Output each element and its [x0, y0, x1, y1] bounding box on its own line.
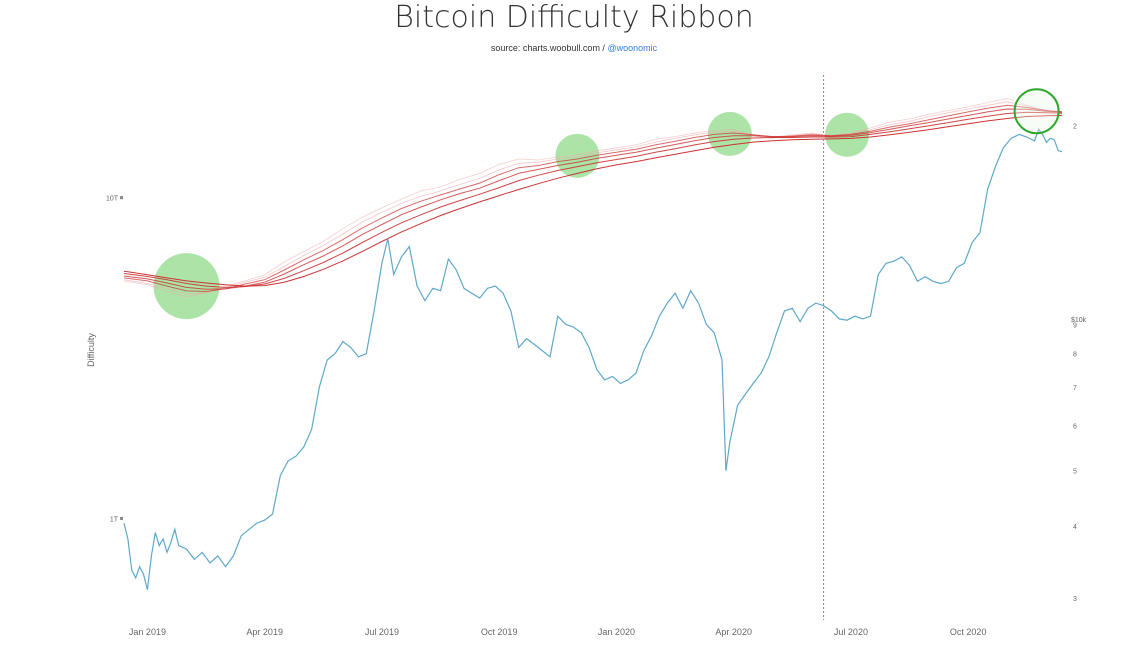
- source-link[interactable]: @woonomic: [607, 43, 658, 53]
- highlight-circle-outlines: [1013, 88, 1060, 135]
- right-tick-label: 6: [1073, 423, 1077, 430]
- x-tick-label: Jul 2020: [834, 627, 868, 637]
- right-tick-label: 2: [1073, 124, 1077, 131]
- right-tick-label: 3: [1073, 596, 1077, 603]
- chart-source: source: charts.woobull.com / @woonomic: [0, 43, 1148, 53]
- x-tick-label: Apr 2019: [246, 627, 283, 637]
- x-tick-label: Jan 2019: [129, 627, 166, 637]
- ribbon-line-1: [123, 97, 1063, 298]
- highlight-circle-1: [153, 253, 220, 320]
- left-tick-mark: [120, 516, 123, 520]
- y-axis-label: Difficulty: [86, 333, 96, 367]
- highlight-circle-2: [555, 133, 600, 178]
- x-tick-label: Jan 2020: [598, 627, 635, 637]
- right-axis-unit: $10k: [1071, 317, 1087, 324]
- highlight-circle-3: [707, 111, 752, 156]
- right-tick-label: 8: [1073, 352, 1077, 359]
- ribbon-line-5: [123, 111, 1063, 288]
- ribbon-line-2: [123, 101, 1063, 295]
- x-tick-label: Oct 2019: [481, 627, 518, 637]
- left-y-axis: 10T 1T: [106, 196, 123, 523]
- right-tick-label: 9: [1073, 322, 1077, 329]
- x-axis: Jan 2019 Apr 2019 Jul 2019 Oct 2019 Jan 2020…: [129, 627, 987, 637]
- ribbon-line-6: [123, 114, 1063, 287]
- highlight-circle-5: [1013, 88, 1060, 135]
- x-tick-label: Jul 2019: [365, 627, 399, 637]
- right-tick-label: 4: [1073, 524, 1077, 531]
- right-y-axis: 2 9 8 7 6 5 4 3 $10k: [1071, 124, 1087, 603]
- price-series: [123, 128, 1063, 590]
- right-tick-label: 7: [1073, 385, 1077, 392]
- left-tick-mark: [120, 196, 123, 200]
- left-tick-label: 1T: [110, 516, 119, 523]
- x-tick-label: Oct 2020: [950, 627, 987, 637]
- ribbon-line-4: [123, 108, 1063, 290]
- difficulty-ribbon: [123, 97, 1063, 298]
- source-text: source: charts.woobull.com /: [490, 43, 608, 53]
- chart-title: Bitcoin Difficulty Ribbon: [394, 0, 754, 35]
- highlight-circles: [153, 111, 870, 320]
- right-tick-label: 5: [1073, 469, 1077, 476]
- left-tick-label: 10T: [106, 196, 119, 203]
- ribbon-line-3: [123, 104, 1063, 293]
- price-line: [123, 128, 1063, 590]
- x-tick-label: Apr 2020: [715, 627, 752, 637]
